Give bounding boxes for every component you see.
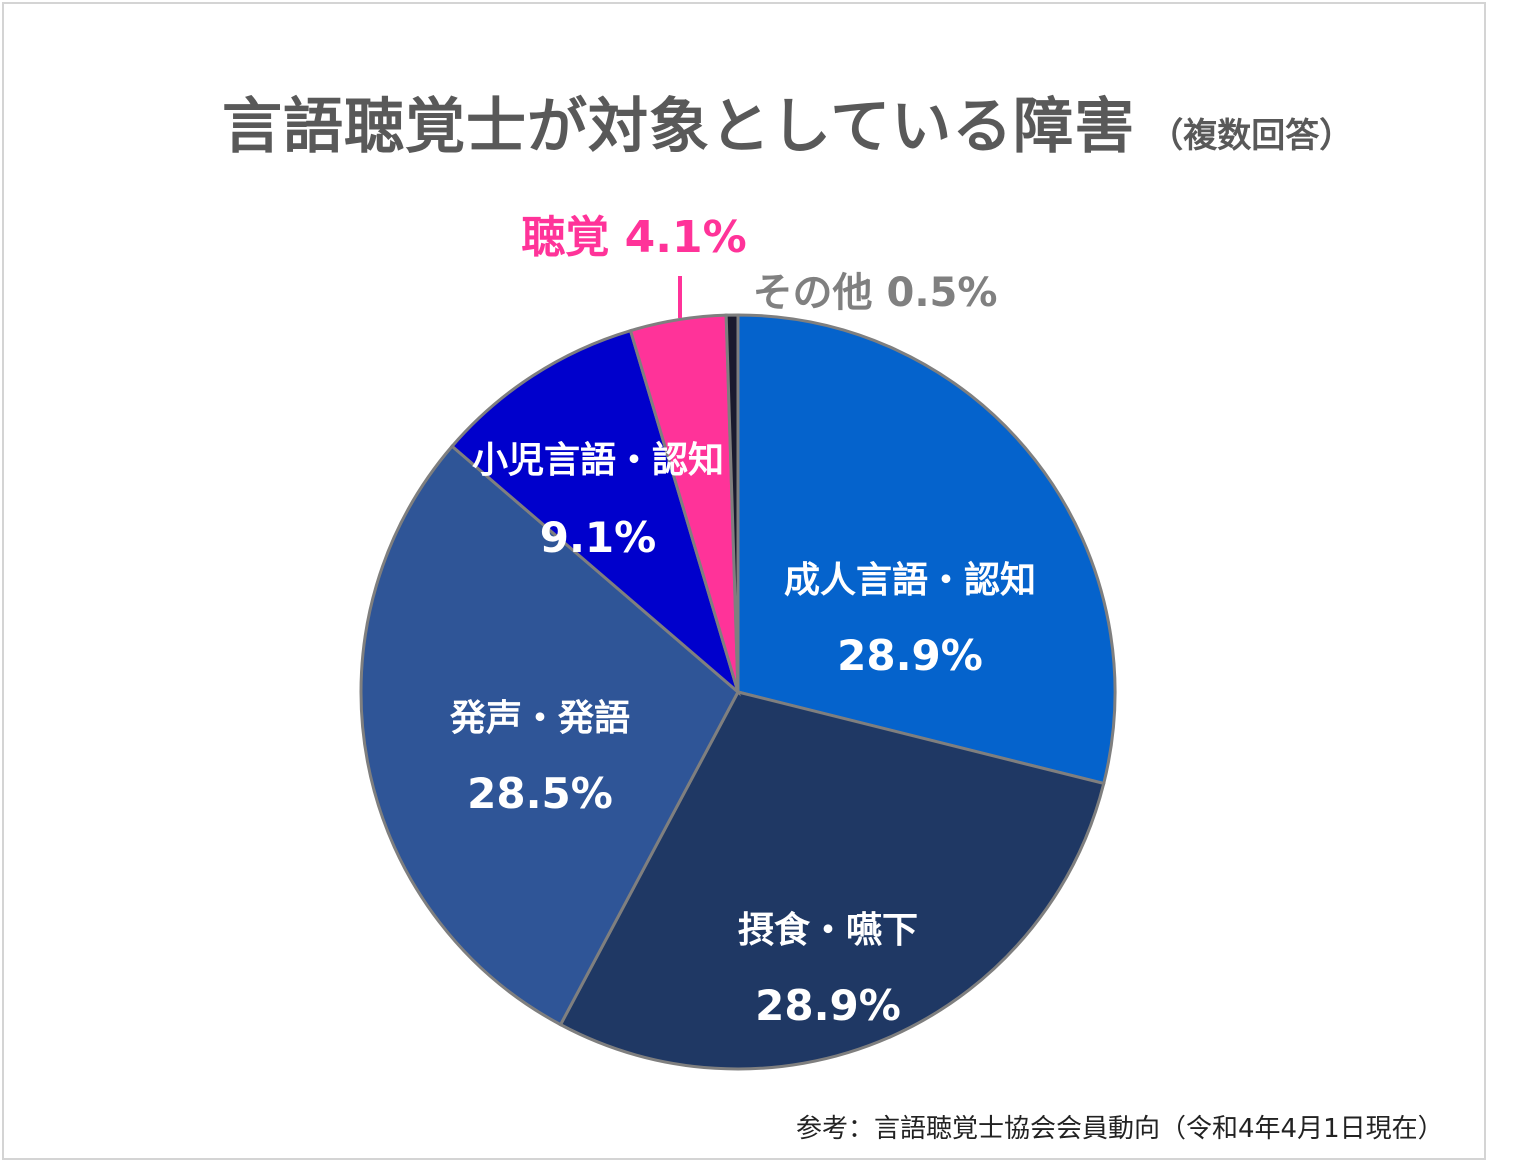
slice-label-3: 小児言語・認知 [472, 440, 724, 481]
pie-slices [359, 313, 1117, 1071]
chart-title: 言語聴覚士が対象としている障害 [222, 92, 1136, 162]
slice-value-3: 9.1% [540, 513, 656, 562]
pie-slice-5 [724, 313, 740, 693]
slice-label-5: その他 0.5% [753, 270, 998, 316]
pie-slice-3 [449, 328, 741, 697]
pie-slice-2 [359, 444, 740, 1027]
chart-subtitle: （複数回答） [1149, 116, 1354, 156]
pie-slice-1 [558, 690, 1106, 1071]
slice-value-0: 28.9% [837, 631, 983, 680]
slice-value-1: 28.9% [755, 981, 901, 1030]
pie-slice-0 [736, 313, 1117, 786]
chart-source-note: 参考：言語聴覚士協会会員動向（令和4年4月1日現在） [796, 1114, 1444, 1144]
slice-value-2: 28.5% [467, 769, 613, 818]
slice-label-4: 聴覚 4.1% [521, 212, 746, 263]
slice-label-2: 発声・発語 [450, 698, 630, 739]
chart-title-block: 言語聴覚士が対象としている障害 （複数回答） [222, 78, 1422, 165]
slice-label-1: 摂食・嚥下 [738, 910, 918, 951]
chart-frame [2, 2, 1486, 1160]
slice-label-0: 成人言語・認知 [784, 560, 1036, 601]
